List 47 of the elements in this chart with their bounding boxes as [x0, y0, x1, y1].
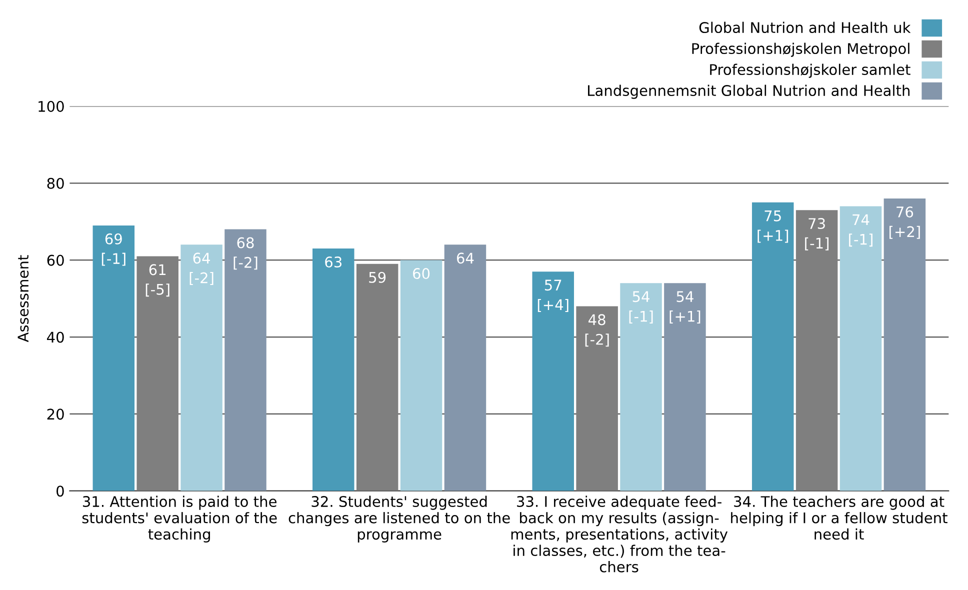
legend-label: Landsgennemsnit Global Nutrion and Health	[588, 84, 910, 99]
bar	[224, 229, 266, 491]
bar	[664, 283, 706, 491]
data-label: 57 [+4]	[538, 280, 568, 312]
data-label: 64 [-2]	[190, 252, 214, 286]
data-label: 59	[369, 272, 386, 283]
bar	[884, 198, 926, 491]
y-tick-label: 40	[46, 332, 64, 343]
data-label: 68 [-2]	[234, 237, 258, 270]
data-label: 48 [-2]	[585, 314, 609, 347]
bar	[840, 206, 882, 491]
bar	[620, 283, 662, 491]
data-label: 76 [+2]	[890, 206, 920, 239]
legend-label: Professionshøjskolen Metropol	[692, 42, 910, 57]
bar	[532, 272, 574, 491]
data-label: 54 [-1]	[629, 291, 653, 324]
x-tick-label: 33. I receive adequate feed- back on my results (assign- ments, presentations, activity in classes, etc.) from the tea- chers	[511, 496, 728, 572]
bar	[92, 225, 135, 491]
x-tick-label: 32. Students' suggested changes are listened to on the programme	[288, 496, 510, 543]
bar	[752, 202, 794, 491]
data-label: 60	[413, 268, 430, 280]
data-label: 54 [+1]	[670, 291, 700, 324]
data-label: 61 [-5]	[146, 264, 170, 297]
bar	[312, 248, 354, 491]
y-axis-title: Assessment	[18, 255, 29, 342]
y-tick-label: 20	[47, 408, 64, 420]
data-label: 64	[456, 252, 474, 264]
bar	[576, 306, 618, 491]
bar	[444, 244, 486, 491]
bar	[136, 256, 178, 491]
y-tick-label: 60	[47, 254, 64, 266]
y-tick-label: 80	[47, 178, 64, 189]
y-tick-label: 0	[56, 486, 64, 497]
x-tick-label: 34. The teachers are good at helping if I or a fellow student need it	[731, 496, 948, 540]
data-label: 75 [+1]	[758, 210, 788, 243]
x-tick-label: 31. Attention is paid to the students' evaluation of the teaching	[82, 496, 277, 543]
data-label: 74 [-1]	[849, 214, 872, 247]
bar	[180, 244, 222, 491]
bar	[400, 260, 442, 491]
legend-label: Global Nutrion and Health uk	[699, 22, 911, 34]
bar	[796, 210, 838, 491]
bar	[356, 264, 398, 491]
legend-label: Professionshøjskoler samlet	[710, 64, 910, 78]
data-label: 63	[325, 256, 342, 268]
data-label: 73 [-1]	[805, 218, 829, 250]
y-tick-label: 100	[38, 100, 64, 112]
data-label: 69 [-1]	[102, 233, 126, 266]
